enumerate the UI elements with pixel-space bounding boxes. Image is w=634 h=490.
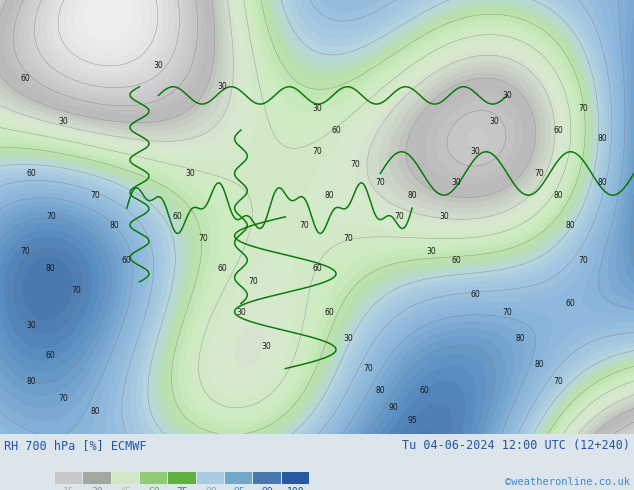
Text: 30: 30 — [344, 334, 354, 343]
Text: 90: 90 — [388, 403, 398, 412]
Text: 70: 70 — [553, 377, 563, 386]
Text: 70: 70 — [249, 277, 259, 286]
Text: 70: 70 — [198, 234, 208, 243]
Text: 70: 70 — [20, 247, 30, 256]
Bar — [225, 472, 252, 484]
Text: 30: 30 — [502, 91, 512, 100]
Text: 60: 60 — [312, 265, 322, 273]
Bar — [112, 472, 139, 484]
Text: 100: 100 — [287, 487, 305, 490]
Text: 80: 80 — [407, 191, 417, 199]
Text: 70: 70 — [534, 169, 544, 178]
Text: RH 700 hPa [%] ECMWF: RH 700 hPa [%] ECMWF — [4, 439, 146, 452]
Text: 80: 80 — [515, 334, 525, 343]
Text: 80: 80 — [534, 360, 544, 369]
Text: 30: 30 — [185, 169, 195, 178]
Text: 80: 80 — [597, 134, 607, 143]
Bar — [169, 472, 196, 484]
Text: 75: 75 — [177, 487, 188, 490]
Bar — [140, 472, 167, 484]
Text: 60: 60 — [331, 125, 341, 135]
Text: 70: 70 — [578, 256, 588, 265]
Text: 30: 30 — [236, 308, 246, 317]
Text: 95: 95 — [407, 416, 417, 425]
Text: 30: 30 — [153, 61, 164, 70]
Text: 70: 70 — [394, 212, 404, 221]
Text: 30: 30 — [92, 487, 103, 490]
Text: 80: 80 — [375, 386, 385, 395]
Text: 70: 70 — [58, 394, 68, 403]
Text: 80: 80 — [46, 265, 56, 273]
Text: 70: 70 — [312, 147, 322, 156]
Text: 60: 60 — [27, 169, 37, 178]
Text: 99: 99 — [262, 487, 273, 490]
Text: 60: 60 — [566, 299, 576, 308]
Text: 60: 60 — [172, 212, 183, 221]
Text: 80: 80 — [553, 191, 563, 199]
Text: Tu 04-06-2024 12:00 UTC (12+240): Tu 04-06-2024 12:00 UTC (12+240) — [402, 439, 630, 452]
Bar — [281, 472, 309, 484]
Bar — [254, 472, 281, 484]
Text: 70: 70 — [350, 160, 360, 169]
Text: 70: 70 — [90, 191, 100, 199]
Text: 70: 70 — [578, 104, 588, 113]
Text: 30: 30 — [439, 212, 449, 221]
Text: 70: 70 — [363, 364, 373, 373]
Text: 60: 60 — [470, 291, 481, 299]
Text: 70: 70 — [46, 212, 56, 221]
Text: 30: 30 — [470, 147, 481, 156]
Text: 45: 45 — [120, 487, 132, 490]
Text: 95: 95 — [233, 487, 245, 490]
Text: 15: 15 — [63, 487, 75, 490]
Bar — [197, 472, 224, 484]
Text: 90: 90 — [205, 487, 217, 490]
Text: 30: 30 — [451, 178, 462, 187]
Text: 30: 30 — [58, 117, 68, 126]
Text: 70: 70 — [299, 221, 309, 230]
Text: 80: 80 — [597, 178, 607, 187]
Text: 80: 80 — [325, 191, 335, 199]
Bar — [83, 472, 111, 484]
Text: 60: 60 — [122, 256, 132, 265]
Text: 60: 60 — [148, 487, 160, 490]
Text: 80: 80 — [27, 377, 37, 386]
Text: 80: 80 — [109, 221, 119, 230]
Text: 60: 60 — [325, 308, 335, 317]
Text: 60: 60 — [420, 386, 430, 395]
Text: 30: 30 — [217, 82, 227, 91]
Text: 80: 80 — [90, 408, 100, 416]
Text: ©weatheronline.co.uk: ©weatheronline.co.uk — [505, 477, 630, 487]
Text: 60: 60 — [553, 125, 563, 135]
Text: 30: 30 — [261, 343, 271, 351]
Text: 70: 70 — [502, 308, 512, 317]
Text: 30: 30 — [312, 104, 322, 113]
Text: 60: 60 — [217, 265, 227, 273]
Text: 60: 60 — [20, 74, 30, 82]
Bar — [55, 472, 82, 484]
Text: 30: 30 — [489, 117, 500, 126]
Text: 80: 80 — [566, 221, 576, 230]
Text: 60: 60 — [451, 256, 462, 265]
Text: 70: 70 — [375, 178, 385, 187]
Text: 60: 60 — [46, 351, 56, 360]
Text: 30: 30 — [27, 321, 37, 330]
Text: 70: 70 — [71, 286, 81, 295]
Text: 30: 30 — [426, 247, 436, 256]
Text: 70: 70 — [344, 234, 354, 243]
